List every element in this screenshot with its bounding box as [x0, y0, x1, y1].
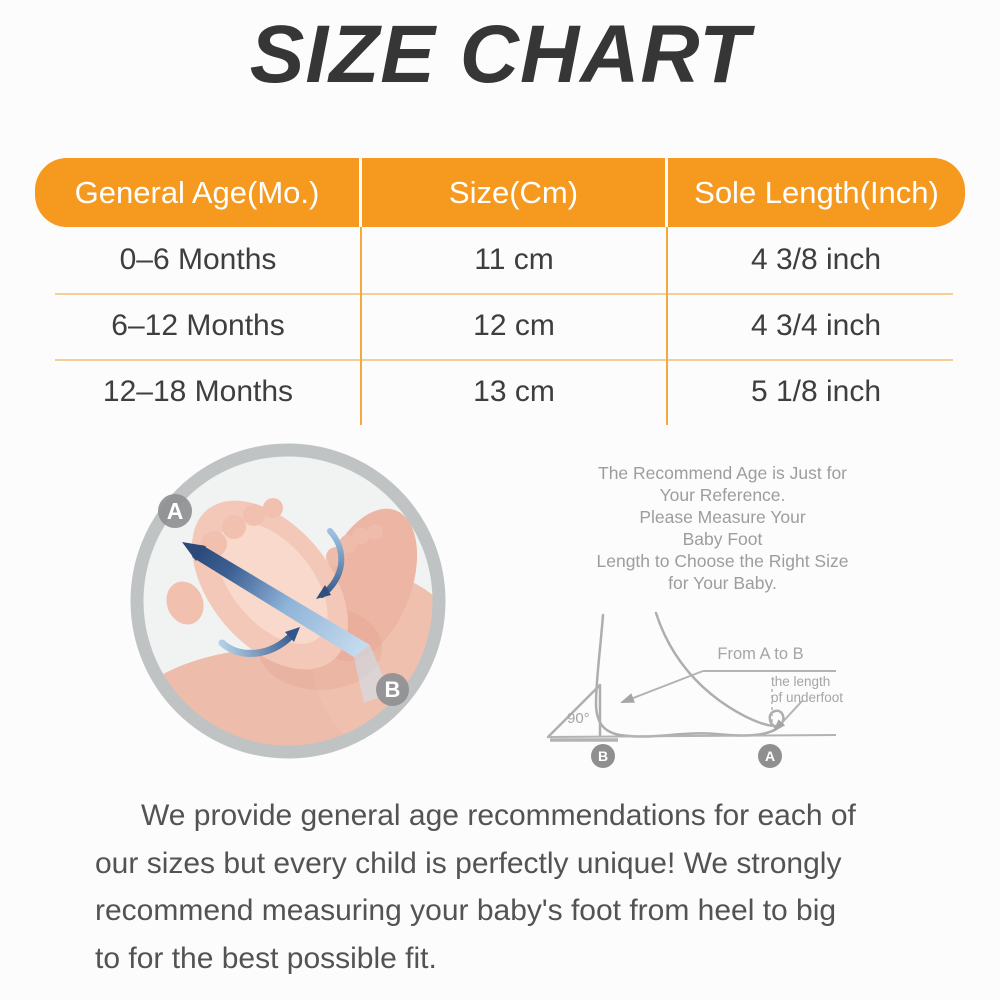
note-line: Length to Choose the Right Size [596, 551, 849, 571]
curved-arrow-top [319, 528, 345, 598]
note-line: Baby Foot [682, 529, 763, 549]
header-cell-sole: Sole Length(Inch) [668, 158, 965, 227]
table-row: 0–6 Months 11 cm 4 3/8 inch [35, 227, 965, 293]
big-toe [166, 581, 204, 625]
row-divider [55, 359, 953, 361]
cell-size: 12 cm [473, 309, 555, 342]
row-divider [55, 293, 953, 295]
column-divider [666, 227, 668, 425]
diagram-underfoot-label: the length of underfoot [771, 674, 844, 705]
table-row: 12–18 Months 13 cm 5 1/8 inch [35, 359, 965, 425]
note-line: for Your Baby. [668, 573, 777, 593]
measure-arrowhead [620, 693, 635, 703]
footer-paragraph: We provide general age recommendations f… [95, 792, 910, 982]
footer-line: our sizes but every child is perfectly u… [95, 846, 842, 880]
note-line: The Recommend Age is Just for [598, 463, 847, 483]
header-cell-age: General Age(Mo.) [35, 158, 359, 227]
foot-outline [594, 613, 785, 738]
photo-label-a: A [158, 494, 192, 528]
foot-diagram-svg [546, 611, 837, 742]
size-table: General Age(Mo.) Size(Cm) Sole Length(In… [35, 158, 965, 425]
photo-label-b: B [376, 673, 409, 706]
cell-age: 12–18 Months [102, 375, 294, 408]
header-cell-size: Size(Cm) [362, 158, 665, 227]
baby-feet-photo-svg [130, 443, 446, 759]
measure-arrow-line [627, 670, 704, 701]
photo-ring [130, 443, 446, 759]
recommend-note: The Recommend Age is Just for Your Refer… [555, 462, 890, 594]
note-line: Please Measure Your [639, 507, 806, 527]
band-arrowhead [182, 542, 206, 561]
cell-size: 13 cm [473, 375, 555, 408]
note-line: Your Reference. [659, 485, 786, 505]
foot-measuring-photo: A B [130, 443, 446, 759]
underfoot-arrowhead [773, 719, 786, 732]
cell-sole: 4 3/4 inch [750, 309, 882, 342]
cell-sole: 5 1/8 inch [750, 375, 882, 408]
measuring-band-arrow [192, 545, 370, 657]
diagram-label-b: B [591, 744, 615, 768]
table-header-row: General Age(Mo.) Size(Cm) Sole Length(In… [35, 158, 965, 227]
angle-triangle [546, 683, 602, 739]
table-row: 6–12 Months 12 cm 4 3/4 inch [35, 293, 965, 359]
cell-age: 0–6 Months [119, 243, 277, 276]
diagram-label-a: A [758, 744, 782, 768]
footer-line: to for the best possible fit. [95, 941, 437, 975]
page-title: SIZE CHART [249, 9, 751, 100]
cell-sole: 4 3/8 inch [750, 243, 882, 276]
footer-line: We provide general age recommendations f… [141, 799, 856, 832]
foot-top-outline [654, 611, 780, 728]
cell-size: 11 cm [474, 243, 554, 276]
cell-age: 6–12 Months [111, 309, 285, 342]
foot-measure-diagram: From A to B the length of underfoot 90° … [540, 605, 870, 780]
footer-line: recommend measuring your baby's foot fro… [95, 894, 837, 927]
diagram-measure-label: From A to B [717, 645, 804, 663]
curved-arrow-bottom [218, 631, 296, 657]
underfoot-arrow-line [778, 700, 803, 727]
ground-line [547, 734, 837, 738]
diagram-angle-label: 90° [567, 710, 590, 727]
column-divider [360, 227, 362, 425]
